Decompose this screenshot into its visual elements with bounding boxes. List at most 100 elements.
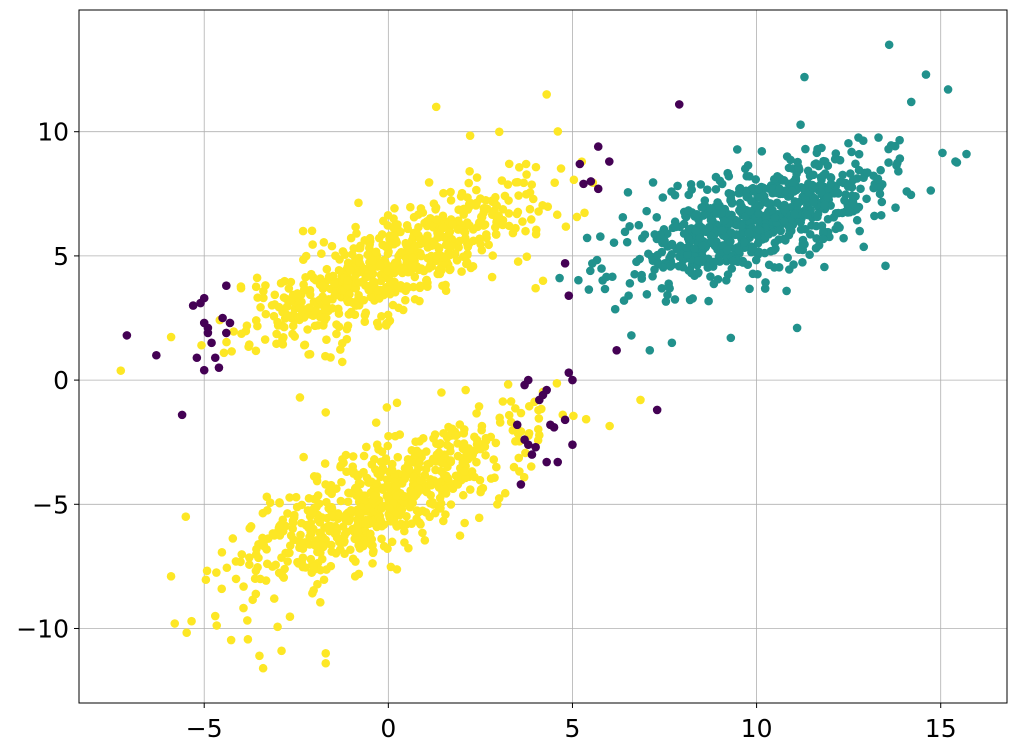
scatter-point-teal: [637, 270, 646, 280]
scatter-point-teal: [704, 222, 714, 232]
scatter-point-yellow: [439, 188, 448, 198]
scatter-point-yellow: [327, 504, 337, 514]
scatter-point-yellow: [212, 621, 222, 630]
scatter-point-teal: [840, 196, 849, 205]
scatter-point-teal: [757, 147, 767, 156]
scatter-point-yellow: [460, 467, 469, 476]
scatter-point-purple: [575, 159, 585, 169]
scatter-point-teal: [735, 184, 744, 194]
scatter-point-teal: [809, 197, 819, 207]
scatter-point-yellow: [231, 574, 241, 584]
scatter-point-yellow: [391, 481, 401, 491]
x-tick-label: −5: [186, 714, 223, 743]
scatter-point-teal: [683, 233, 693, 243]
scatter-point-teal: [709, 257, 719, 267]
scatter-point-yellow: [350, 572, 360, 581]
scatter-point-teal: [962, 149, 971, 159]
scatter-point-teal: [823, 161, 833, 171]
scatter-point-yellow: [313, 491, 323, 500]
scatter-point-yellow: [295, 393, 305, 402]
scatter-point-yellow: [354, 278, 364, 287]
scatter-point-yellow: [345, 297, 355, 306]
scatter-point-yellow: [453, 225, 463, 234]
scatter-point-teal: [748, 269, 758, 279]
scatter-point-purple: [218, 313, 227, 323]
scatter-point-yellow: [315, 312, 325, 322]
scatter-point-yellow: [299, 313, 309, 322]
scatter-point-yellow: [337, 357, 347, 367]
scatter-point-teal: [862, 194, 871, 204]
scatter-point-teal: [734, 246, 744, 255]
scatter-point-teal: [823, 193, 832, 202]
scatter-point-yellow: [403, 283, 413, 292]
scatter-point-yellow: [283, 311, 293, 321]
scatter-point-yellow: [285, 612, 295, 622]
scatter-point-yellow: [516, 408, 526, 418]
scatter-point-yellow: [354, 540, 363, 550]
scatter-point-teal: [743, 161, 753, 170]
scatter-point-yellow: [492, 201, 502, 210]
scatter-point-teal: [760, 284, 770, 293]
scatter-point-yellow: [382, 403, 392, 412]
scatter-point-teal: [682, 243, 691, 252]
scatter-point-yellow: [283, 509, 292, 518]
scatter-point-yellow: [349, 244, 359, 253]
scatter-point-yellow: [430, 239, 439, 249]
scatter-point-yellow: [435, 493, 445, 503]
scatter-point-yellow: [262, 492, 272, 502]
scatter-point-yellow: [457, 267, 466, 276]
scatter-point-yellow: [350, 534, 360, 544]
scatter-point-yellow: [298, 553, 308, 562]
scatter-point-teal: [661, 297, 671, 306]
scatter-point-teal: [663, 290, 672, 300]
scatter-point-teal: [863, 168, 872, 177]
scatter-point-yellow: [422, 216, 432, 226]
scatter-point-yellow: [368, 559, 377, 568]
scatter-point-teal: [596, 232, 605, 241]
scatter-point-yellow: [305, 522, 315, 532]
scatter-point-yellow: [459, 429, 469, 438]
scatter-point-purple: [542, 385, 551, 395]
scatter-point-yellow: [322, 264, 332, 274]
scatter-point-purple: [568, 440, 577, 449]
scatter-point-yellow: [432, 450, 442, 459]
scatter-point-teal: [787, 186, 797, 195]
scatter-point-yellow: [521, 190, 531, 199]
scatter-point-yellow: [258, 508, 268, 518]
scatter-point-yellow: [393, 220, 402, 229]
scatter-point-yellow: [500, 488, 510, 498]
scatter-point-yellow: [278, 335, 287, 344]
scatter-point-teal: [692, 209, 702, 219]
scatter-point-yellow: [383, 441, 393, 451]
scatter-point-yellow: [561, 222, 571, 231]
scatter-point-teal: [698, 211, 708, 220]
scatter-point-yellow: [286, 531, 296, 540]
scatter-point-teal: [751, 255, 761, 265]
scatter-point-yellow: [438, 223, 448, 232]
scatter-point-purple: [568, 375, 577, 385]
scatter-point-teal: [700, 196, 710, 205]
scatter-point-teal: [854, 149, 864, 159]
scatter-point-teal: [650, 265, 659, 274]
scatter-point-yellow: [370, 465, 380, 474]
scatter-point-teal: [881, 261, 890, 271]
scatter-point-yellow: [351, 483, 361, 493]
scatter-point-teal: [800, 72, 809, 82]
scatter-point-teal: [610, 304, 620, 314]
scatter-point-yellow: [197, 340, 206, 350]
scatter-point-teal: [874, 133, 883, 142]
scatter-point-teal: [642, 206, 651, 216]
scatter-point-yellow: [538, 200, 547, 210]
scatter-point-purple: [560, 415, 570, 425]
scatter-point-yellow: [356, 502, 366, 512]
scatter-point-teal: [772, 198, 782, 208]
scatter-point-teal: [706, 215, 716, 225]
scatter-point-purple: [612, 345, 621, 355]
scatter-point-yellow: [304, 303, 314, 312]
scatter-point-purple: [542, 457, 551, 467]
scatter-point-yellow: [581, 414, 591, 424]
scatter-point-teal: [652, 212, 662, 222]
scatter-point-yellow: [346, 505, 356, 515]
scatter-point-teal: [921, 70, 931, 79]
scatter-point-yellow: [534, 207, 543, 216]
